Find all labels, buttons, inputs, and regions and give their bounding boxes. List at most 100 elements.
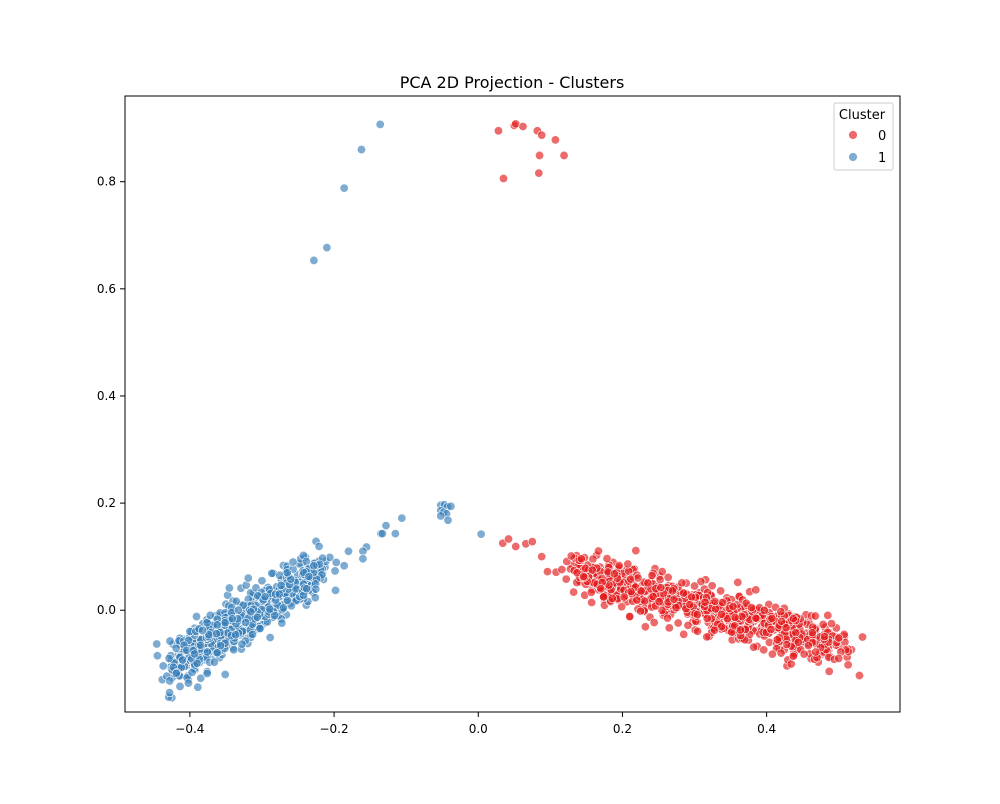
scatter-point-cluster-0 — [579, 571, 589, 581]
scatter-point-cluster-0 — [654, 597, 664, 607]
scatter-point-cluster-0 — [593, 546, 603, 556]
scatter-point-cluster-0 — [636, 586, 646, 596]
scatter-point-cluster-0 — [735, 625, 745, 635]
scatter-point-cluster-0 — [683, 620, 693, 630]
scatter-point-cluster-1 — [190, 649, 200, 659]
scatter-point-cluster-0 — [643, 578, 653, 588]
y-tick-label: 0.2 — [97, 496, 116, 510]
scatter-point-cluster-1 — [282, 595, 292, 605]
scatter-point-cluster-1 — [265, 604, 275, 614]
scatter-point-cluster-0 — [834, 653, 844, 663]
scatter-point-cluster-0 — [632, 595, 642, 605]
scatter-point-cluster-0 — [626, 587, 636, 597]
scatter-point-cluster-0 — [791, 628, 801, 638]
scatter-point-cluster-0 — [631, 546, 641, 556]
scatter-point-cluster-0 — [823, 610, 833, 620]
scatter-point-cluster-0 — [498, 173, 508, 183]
scatter-point-cluster-1 — [257, 576, 267, 586]
scatter-point-cluster-1 — [377, 529, 387, 539]
scatter-point-cluster-1 — [314, 541, 324, 551]
scatter-point-cluster-1 — [255, 624, 265, 634]
scatter-point-cluster-1 — [233, 605, 243, 615]
scatter-point-cluster-0 — [700, 597, 710, 607]
scatter-point-cluster-0 — [557, 565, 567, 575]
scatter-point-cluster-1 — [187, 667, 197, 677]
scatter-point-cluster-1 — [322, 243, 332, 253]
scatter-point-cluster-0 — [751, 585, 761, 595]
scatter-point-cluster-0 — [534, 168, 544, 178]
scatter-point-cluster-0 — [596, 584, 606, 594]
scatter-point-cluster-1 — [436, 511, 446, 521]
scatter-point-cluster-1 — [397, 513, 407, 523]
scatter-point-cluster-1 — [231, 596, 241, 606]
scatter-point-cluster-0 — [793, 637, 803, 647]
scatter-point-cluster-0 — [667, 586, 677, 596]
scatter-point-cluster-1 — [339, 183, 349, 193]
scatter-point-cluster-1 — [267, 568, 277, 578]
legend-box — [833, 102, 894, 171]
legend-marker-0 — [848, 130, 858, 140]
scatter-point-cluster-0 — [493, 126, 503, 136]
scatter-point-cluster-1 — [331, 557, 341, 567]
scatter-point-cluster-1 — [202, 618, 212, 628]
scatter-point-cluster-1 — [202, 668, 212, 678]
scatter-point-cluster-0 — [687, 592, 697, 602]
scatter-point-cluster-0 — [518, 122, 528, 132]
scatter-point-cluster-0 — [664, 623, 674, 633]
scatter-point-cluster-0 — [730, 612, 740, 622]
scatter-point-cluster-1 — [330, 566, 340, 576]
x-tick-label: −0.2 — [319, 722, 348, 736]
scatter-point-cluster-0 — [656, 583, 666, 593]
scatter-point-cluster-0 — [803, 641, 813, 651]
scatter-point-cluster-1 — [220, 669, 230, 679]
scatter-point-cluster-1 — [375, 119, 385, 129]
scatter-point-cluster-0 — [786, 659, 796, 669]
scatter-point-cluster-0 — [718, 597, 728, 607]
legend-label-0: 0 — [878, 129, 886, 144]
scatter-point-cluster-1 — [192, 658, 202, 668]
scatter-point-cluster-0 — [617, 602, 627, 612]
plot-content — [152, 119, 868, 703]
scatter-point-cluster-0 — [607, 593, 617, 603]
scatter-point-cluster-0 — [599, 592, 609, 602]
scatter-point-cluster-1 — [165, 676, 175, 686]
scatter-point-cluster-1 — [237, 639, 247, 649]
scatter-point-cluster-0 — [647, 571, 657, 581]
scatter-point-cluster-0 — [561, 574, 571, 584]
scatter-point-cluster-1 — [175, 681, 185, 691]
scatter-point-cluster-0 — [788, 614, 798, 624]
scatter-point-cluster-0 — [677, 578, 687, 588]
scatter-point-cluster-0 — [550, 135, 560, 145]
scatter-point-cluster-0 — [820, 632, 830, 642]
scatter-point-cluster-1 — [443, 515, 453, 525]
scatter-point-cluster-0 — [767, 613, 777, 623]
scatter-point-cluster-0 — [587, 565, 597, 575]
scatter-point-cluster-0 — [807, 628, 817, 638]
scatter-point-cluster-1 — [192, 612, 202, 622]
scatter-point-cluster-1 — [212, 648, 222, 658]
scatter-point-cluster-0 — [537, 130, 547, 140]
scatter-point-cluster-1 — [356, 145, 366, 155]
scatter-point-cluster-0 — [669, 594, 679, 604]
scatter-point-cluster-0 — [777, 616, 787, 626]
scatter-point-cluster-0 — [625, 612, 635, 622]
y-axis: 0.0 0.2 0.4 0.6 0.8 — [97, 175, 125, 617]
scatter-point-cluster-1 — [248, 629, 258, 639]
scatter-point-cluster-1 — [276, 580, 286, 590]
scatter-point-cluster-0 — [537, 552, 547, 562]
scatter-point-cluster-1 — [243, 573, 253, 583]
scatter-point-cluster-0 — [649, 618, 659, 628]
scatter-point-cluster-1 — [331, 585, 341, 595]
scatter-point-cluster-1 — [246, 607, 256, 617]
scatter-point-cluster-0 — [655, 575, 665, 585]
scatter-point-cluster-0 — [834, 633, 844, 643]
y-tick-label: 0.8 — [97, 175, 116, 189]
legend-label-1: 1 — [878, 151, 886, 166]
scatter-point-cluster-1 — [381, 521, 391, 531]
scatter-point-cluster-1 — [227, 614, 237, 624]
scatter-point-cluster-0 — [788, 651, 798, 661]
scatter-point-cluster-1 — [358, 554, 368, 564]
scatter-point-cluster-0 — [811, 647, 821, 657]
legend-title: Cluster — [839, 108, 886, 123]
